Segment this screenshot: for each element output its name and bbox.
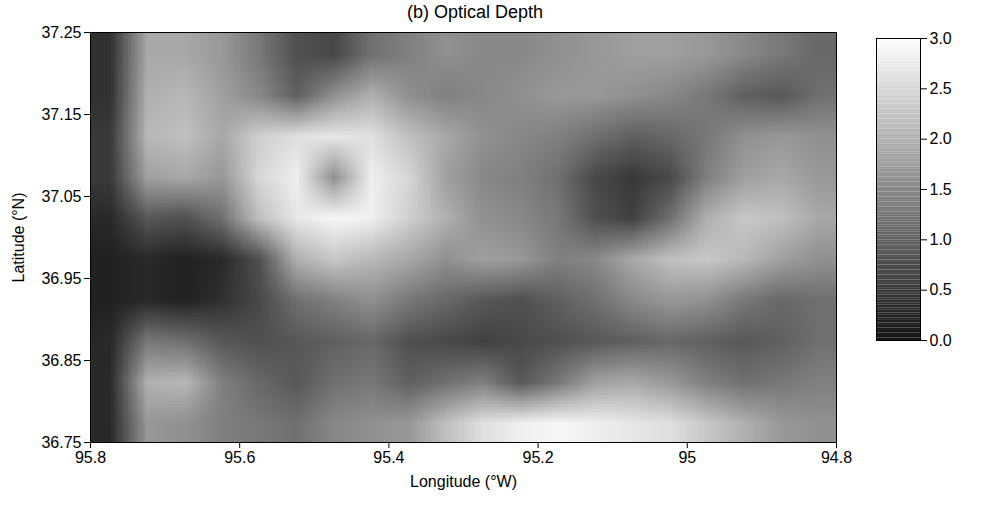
svg-text:2.5: 2.5: [930, 80, 952, 97]
svg-text:94.8: 94.8: [821, 449, 852, 466]
svg-text:0.5: 0.5: [930, 281, 952, 298]
svg-text:95: 95: [678, 449, 696, 466]
svg-text:36.95: 36.95: [41, 270, 81, 287]
svg-text:0.0: 0.0: [930, 332, 952, 349]
svg-text:37.15: 37.15: [41, 106, 81, 123]
svg-text:95.8: 95.8: [75, 449, 106, 466]
svg-text:95.4: 95.4: [373, 449, 404, 466]
svg-text:3.0: 3.0: [930, 30, 952, 47]
svg-text:1.5: 1.5: [930, 181, 952, 198]
svg-text:36.85: 36.85: [41, 352, 81, 369]
html-text:(b) Optical Depth: (b) Optical Depth: [407, 2, 543, 22]
svg-text:Longitude (°W): Longitude (°W): [410, 473, 517, 490]
svg-text:2.0: 2.0: [930, 130, 952, 147]
svg-text:95.2: 95.2: [523, 449, 554, 466]
svg-text:36.75: 36.75: [41, 433, 82, 451]
svg-text:1.0: 1.0: [930, 231, 952, 248]
svg-text:37.25: 37.25: [41, 24, 81, 41]
svg-text:95.6: 95.6: [224, 449, 255, 466]
svg-text:Latitude (°N): Latitude (°N): [10, 193, 27, 283]
svg-text:37.05: 37.05: [41, 188, 81, 205]
